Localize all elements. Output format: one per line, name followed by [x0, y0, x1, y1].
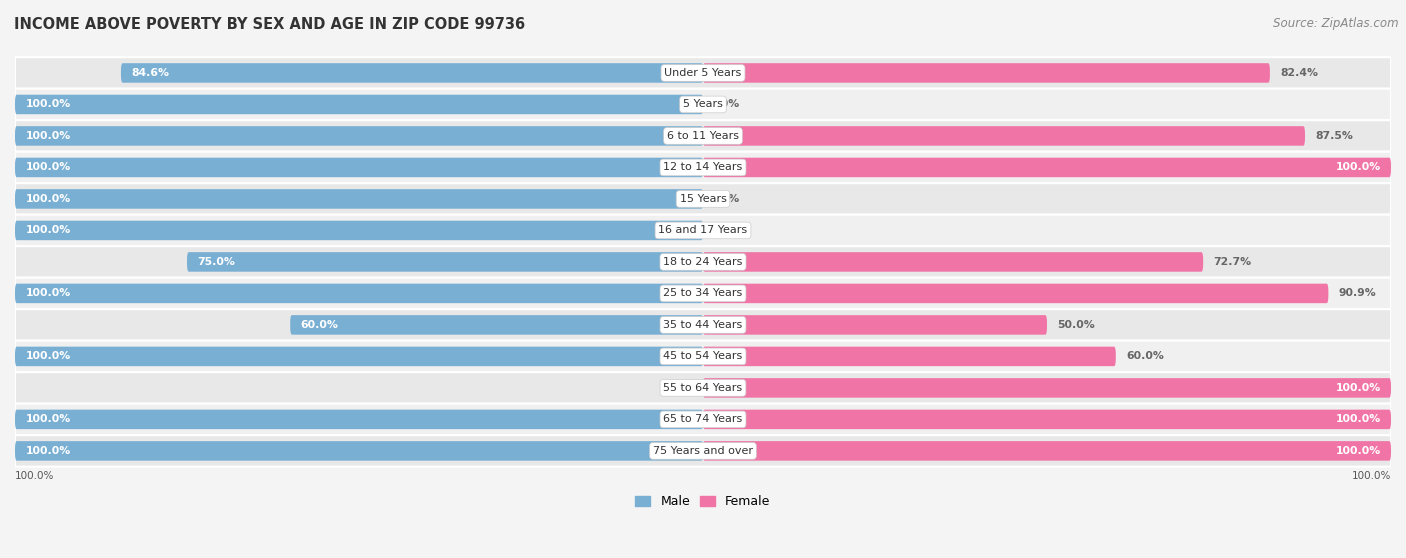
FancyBboxPatch shape: [15, 152, 1391, 183]
FancyBboxPatch shape: [15, 89, 1391, 120]
Text: 100.0%: 100.0%: [25, 446, 70, 456]
FancyBboxPatch shape: [15, 278, 1391, 309]
Text: 100.0%: 100.0%: [1336, 446, 1381, 456]
Text: 50.0%: 50.0%: [1057, 320, 1095, 330]
Text: 5 Years: 5 Years: [683, 99, 723, 109]
Text: 100.0%: 100.0%: [1336, 415, 1381, 425]
FancyBboxPatch shape: [15, 189, 703, 209]
FancyBboxPatch shape: [187, 252, 703, 272]
Text: INCOME ABOVE POVERTY BY SEX AND AGE IN ZIP CODE 99736: INCOME ABOVE POVERTY BY SEX AND AGE IN Z…: [14, 17, 526, 32]
Text: 100.0%: 100.0%: [25, 162, 70, 172]
FancyBboxPatch shape: [703, 347, 1116, 366]
FancyBboxPatch shape: [15, 372, 1391, 403]
FancyBboxPatch shape: [703, 315, 1047, 335]
FancyBboxPatch shape: [703, 283, 1329, 303]
FancyBboxPatch shape: [15, 215, 1391, 246]
Text: Source: ZipAtlas.com: Source: ZipAtlas.com: [1274, 17, 1399, 30]
FancyBboxPatch shape: [15, 435, 1391, 466]
FancyBboxPatch shape: [15, 441, 703, 461]
Text: 100.0%: 100.0%: [25, 99, 70, 109]
Text: 100.0%: 100.0%: [1351, 472, 1391, 482]
FancyBboxPatch shape: [703, 441, 1391, 461]
FancyBboxPatch shape: [15, 347, 703, 366]
Text: 100.0%: 100.0%: [25, 352, 70, 362]
Text: 55 to 64 Years: 55 to 64 Years: [664, 383, 742, 393]
Text: 87.5%: 87.5%: [1316, 131, 1353, 141]
Legend: Male, Female: Male, Female: [630, 490, 776, 513]
Text: 72.7%: 72.7%: [1213, 257, 1251, 267]
FancyBboxPatch shape: [703, 126, 1305, 146]
FancyBboxPatch shape: [15, 158, 703, 177]
Text: 100.0%: 100.0%: [25, 194, 70, 204]
Text: 45 to 54 Years: 45 to 54 Years: [664, 352, 742, 362]
Text: 25 to 34 Years: 25 to 34 Years: [664, 288, 742, 299]
FancyBboxPatch shape: [703, 158, 1391, 177]
Text: 100.0%: 100.0%: [25, 225, 70, 235]
Text: 75.0%: 75.0%: [197, 257, 235, 267]
FancyBboxPatch shape: [15, 283, 703, 303]
Text: 100.0%: 100.0%: [25, 415, 70, 425]
FancyBboxPatch shape: [121, 63, 703, 83]
Text: 0.0%: 0.0%: [710, 194, 740, 204]
Text: 75 Years and over: 75 Years and over: [652, 446, 754, 456]
FancyBboxPatch shape: [290, 315, 703, 335]
FancyBboxPatch shape: [703, 252, 1204, 272]
Text: 0.0%: 0.0%: [710, 225, 740, 235]
Text: 100.0%: 100.0%: [1336, 162, 1381, 172]
Text: 0.0%: 0.0%: [710, 99, 740, 109]
Text: 16 and 17 Years: 16 and 17 Years: [658, 225, 748, 235]
Text: 100.0%: 100.0%: [1336, 383, 1381, 393]
Text: 100.0%: 100.0%: [15, 472, 55, 482]
Text: 6 to 11 Years: 6 to 11 Years: [666, 131, 740, 141]
FancyBboxPatch shape: [15, 410, 703, 429]
FancyBboxPatch shape: [15, 126, 703, 146]
Text: Under 5 Years: Under 5 Years: [665, 68, 741, 78]
FancyBboxPatch shape: [15, 341, 1391, 372]
Text: 35 to 44 Years: 35 to 44 Years: [664, 320, 742, 330]
Text: 90.9%: 90.9%: [1339, 288, 1376, 299]
Text: 65 to 74 Years: 65 to 74 Years: [664, 415, 742, 425]
Text: 82.4%: 82.4%: [1281, 68, 1319, 78]
Text: 0.0%: 0.0%: [666, 383, 696, 393]
Text: 15 Years: 15 Years: [679, 194, 727, 204]
FancyBboxPatch shape: [15, 403, 1391, 435]
Text: 84.6%: 84.6%: [131, 68, 169, 78]
Text: 100.0%: 100.0%: [25, 288, 70, 299]
FancyBboxPatch shape: [15, 220, 703, 240]
FancyBboxPatch shape: [15, 95, 703, 114]
FancyBboxPatch shape: [15, 120, 1391, 152]
FancyBboxPatch shape: [15, 309, 1391, 341]
Text: 100.0%: 100.0%: [25, 131, 70, 141]
Text: 60.0%: 60.0%: [301, 320, 339, 330]
FancyBboxPatch shape: [15, 57, 1391, 89]
FancyBboxPatch shape: [703, 410, 1391, 429]
FancyBboxPatch shape: [703, 63, 1270, 83]
Text: 12 to 14 Years: 12 to 14 Years: [664, 162, 742, 172]
FancyBboxPatch shape: [703, 378, 1391, 398]
Text: 18 to 24 Years: 18 to 24 Years: [664, 257, 742, 267]
Text: 60.0%: 60.0%: [1126, 352, 1164, 362]
FancyBboxPatch shape: [15, 246, 1391, 278]
FancyBboxPatch shape: [15, 183, 1391, 215]
